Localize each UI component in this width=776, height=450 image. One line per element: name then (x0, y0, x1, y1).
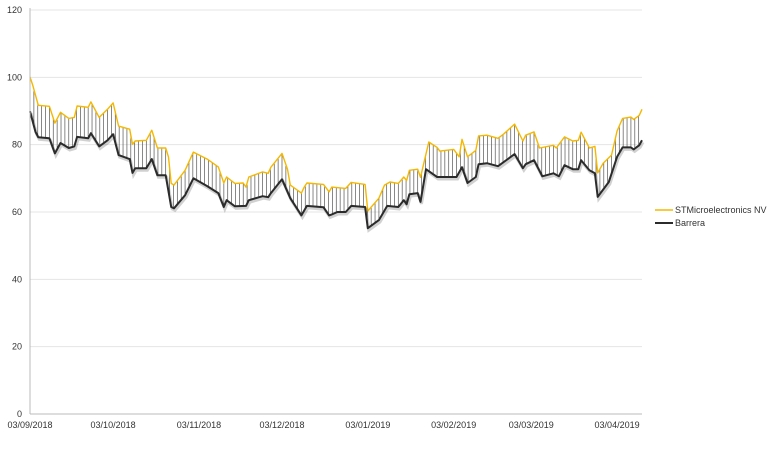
legend-label-barrera: Barrera (675, 218, 705, 228)
y-tick-label: 100 (7, 72, 22, 82)
legend: STMicroelectronics NV Barrera (655, 205, 767, 228)
x-tick-label: 03/03/2019 (509, 420, 554, 430)
x-axis-ticks: 03/09/2018 03/10/2018 03/11/2018 03/12/2018… (7, 420, 639, 430)
y-tick-label: 40 (12, 274, 22, 284)
series-line-barrera (29, 111, 643, 230)
x-tick-label: 03/11/2018 (177, 420, 221, 430)
y-tick-label: 0 (17, 409, 22, 419)
y-tick-label: 120 (7, 5, 22, 15)
y-tick-label: 60 (12, 207, 22, 217)
x-tick-label: 03/04/2019 (595, 420, 640, 430)
legend-item-stmicroelectronics[interactable]: STMicroelectronics NV (655, 205, 767, 215)
grid-lines (30, 9, 642, 348)
series-shadow (29, 112, 645, 233)
y-tick-label: 80 (12, 140, 22, 150)
series-line-stmicroelectronics (29, 76, 643, 212)
y-tick-label: 20 (12, 342, 22, 352)
y-axis-ticks: 0 20 40 60 80 100 120 (7, 5, 22, 419)
legend-label-stmicroelectronics: STMicroelectronics NV (675, 205, 767, 215)
x-tick-label: 03/10/2018 (91, 420, 136, 430)
x-tick-label: 03/12/2018 (259, 420, 304, 430)
series-lines (29, 76, 645, 233)
legend-item-barrera[interactable]: Barrera (655, 218, 705, 228)
x-tick-label: 03/09/2018 (7, 420, 52, 430)
x-tick-label: 03/01/2019 (345, 420, 390, 430)
x-tick-label: 03/02/2019 (431, 420, 476, 430)
difference-lines (29, 76, 640, 226)
